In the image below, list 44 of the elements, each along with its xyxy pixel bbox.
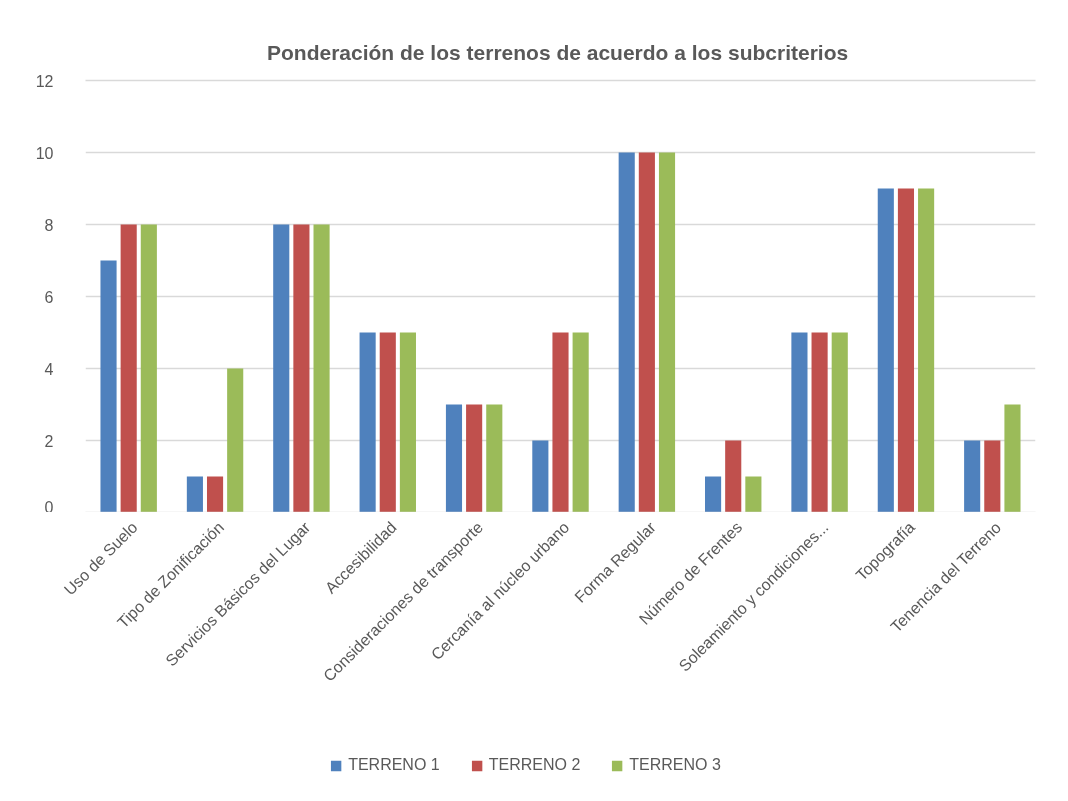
bar [359,332,376,512]
bar [273,224,290,512]
y-tick-label: 0 [44,498,54,516]
bar [638,152,655,512]
bar [705,476,722,512]
bar [445,404,463,512]
y-tick-label: 12 [35,72,54,90]
y-tick-label: 4 [44,360,54,378]
bar [313,224,330,512]
bar [1004,404,1021,512]
bar [658,152,676,512]
bar [100,260,117,512]
bar [877,188,894,512]
bar [379,332,396,512]
chart-title: Ponderación de los terrenos de acuerdo a los subcriterios [267,40,849,64]
bar [186,476,203,512]
bar [552,332,569,512]
bar [227,368,244,512]
bar [206,476,224,512]
bar [984,440,1001,512]
y-tick-label: 8 [44,216,54,234]
bar [918,188,935,512]
bar [897,188,915,512]
bar [399,332,416,512]
bar [745,476,762,512]
bar [293,224,310,512]
bar [120,224,137,512]
bar [618,152,635,512]
bar [791,332,808,512]
y-tick-label: 10 [35,144,54,162]
bar [572,332,589,512]
y-tick-label: 6 [44,288,54,306]
legend-label: TERRENO 1 [348,756,440,774]
bar [725,440,742,512]
bar [140,224,157,512]
bar [811,332,828,512]
legend-label: TERRENO 3 [629,756,721,774]
bar [486,404,503,512]
bar [964,440,981,512]
bar [532,440,549,512]
bar [831,332,848,512]
bar [466,404,483,512]
y-tick-label: 2 [44,432,54,450]
legend-label: TERRENO 2 [488,756,581,774]
